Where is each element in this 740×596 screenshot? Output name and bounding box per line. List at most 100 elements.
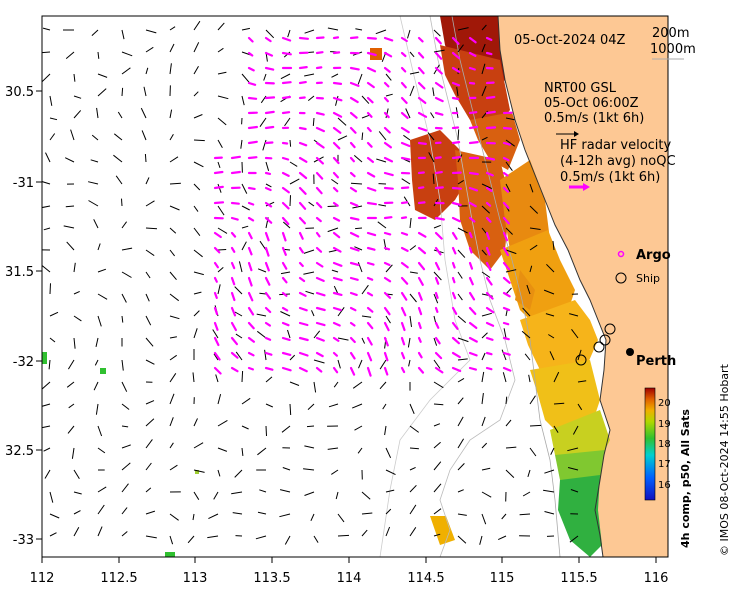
- hf-vector: [266, 68, 273, 70]
- gsl-vector: [290, 140, 291, 147]
- gsl-vector: [122, 88, 123, 96]
- hf-sub: (4-12h avg) noQC: [560, 154, 676, 169]
- hf-vector: [249, 142, 257, 143]
- hf-vector: [266, 112, 274, 113]
- gsl-vector: [434, 404, 443, 405]
- hf-vector: [249, 203, 253, 205]
- hf-vector: [283, 158, 288, 160]
- hf-vector: [283, 112, 289, 113]
- hf-vector: [317, 52, 323, 53]
- credit-label: © IMOS 08-Oct-2024 14:55 Hobart: [718, 363, 731, 556]
- hf-vector: [283, 82, 291, 83]
- hf-vector: [436, 308, 437, 312]
- hf-vector: [453, 263, 455, 268]
- hf-vector: [351, 218, 358, 220]
- gsl-vector: [290, 195, 291, 206]
- hf-vector: [402, 202, 407, 203]
- isobath-legend-200m: 200m: [652, 26, 689, 41]
- colorbar-tick: 20: [658, 398, 671, 409]
- hf-vector: [317, 67, 321, 68]
- gsl-vector: [338, 535, 349, 536]
- y-tick-label: 30.5: [5, 85, 34, 100]
- hf-vector: [436, 157, 441, 158]
- hf-vector: [470, 233, 472, 237]
- gsl-vector: [313, 118, 314, 126]
- gsl-title: NRT00 GSL: [544, 81, 617, 96]
- x-tick-label: 113: [183, 571, 208, 586]
- hf-vector: [317, 38, 324, 39]
- hf-vector: [470, 68, 475, 70]
- x-axis: 112 112.5 113 113.5 114 114.5 115 115.5 …: [30, 557, 669, 586]
- hf-vector: [436, 293, 438, 298]
- hf-vector: [351, 68, 359, 69]
- hf-vector: [504, 338, 509, 339]
- gsl-vector: [410, 448, 419, 449]
- gsl-vector: [122, 199, 123, 206]
- gsl-vector: [530, 425, 541, 426]
- hf-vector: [215, 187, 223, 188]
- hf-vector: [368, 203, 376, 204]
- hf-vector: [453, 157, 460, 158]
- gsl-vector: [50, 283, 51, 294]
- hf-vector: [436, 218, 444, 220]
- hf-vector: [317, 113, 324, 115]
- gsl-vector: [242, 371, 243, 382]
- hf-vector: [470, 173, 478, 174]
- gsl-vector: [145, 154, 146, 162]
- x-tick-label: 112: [30, 571, 55, 586]
- colorbar-tick: 19: [658, 419, 671, 430]
- hf-vector: [487, 368, 491, 369]
- colorbar-tick: 18: [658, 439, 671, 450]
- hf-vector: [402, 188, 408, 189]
- hf-vector: [419, 187, 423, 188]
- hf-vector: [419, 143, 426, 144]
- hf-vector: [419, 173, 424, 174]
- hf-vector: [300, 82, 306, 83]
- colorbar-tick: 17: [658, 459, 671, 470]
- y-tick-label: -33: [13, 533, 34, 548]
- hf-vector: [334, 83, 341, 84]
- hf-vector: [249, 188, 255, 189]
- hf-vector: [351, 37, 357, 38]
- x-tick-label: 115: [490, 571, 515, 586]
- x-tick-label: 116: [644, 571, 669, 586]
- hf-vector: [215, 172, 222, 173]
- hf-vector: [300, 38, 308, 39]
- hf-vector: [453, 128, 458, 129]
- gsl-vector: [520, 514, 530, 515]
- hf-vector: [385, 188, 393, 189]
- hf-vector: [419, 202, 425, 203]
- hf-vector: [300, 128, 306, 129]
- hf-vector: [249, 368, 253, 369]
- hf-vector: [232, 218, 238, 220]
- hf-vector: [249, 98, 256, 99]
- hf-vector: [419, 338, 421, 342]
- hf-vector: [402, 217, 406, 218]
- hf-vector: [266, 97, 274, 98]
- x-tick-label: 113.5: [253, 571, 290, 586]
- gsl-vector: [355, 228, 362, 229]
- hf-vector: [470, 142, 478, 143]
- y-tick-label: 32.5: [5, 444, 34, 459]
- y-tick-label: -32: [13, 355, 34, 370]
- gsl-vector: [307, 426, 314, 427]
- y-tick-label: 31.5: [5, 265, 34, 280]
- hf-vector: [385, 248, 389, 249]
- y-axis: 30.5 -31 31.5 -32 32.5 -33: [5, 85, 42, 548]
- hf-vector: [300, 98, 305, 99]
- isobath-legend-1000m: 1000m: [650, 42, 696, 57]
- hf-vector: [334, 37, 338, 38]
- x-tick-label: 112.5: [100, 571, 137, 586]
- hf-vector: [368, 263, 374, 265]
- hf-vector: [470, 127, 477, 128]
- hf-vector: [487, 53, 491, 54]
- hf-vector: [385, 217, 391, 218]
- hf-vector: [283, 97, 290, 98]
- hf-vector: [249, 157, 256, 158]
- argo-label: Argo: [636, 248, 671, 263]
- hf-vector: [453, 142, 459, 143]
- hf-vector: [385, 233, 390, 234]
- hf-vector: [249, 127, 257, 128]
- hf-vector: [300, 67, 307, 68]
- hf-vector: [232, 203, 239, 204]
